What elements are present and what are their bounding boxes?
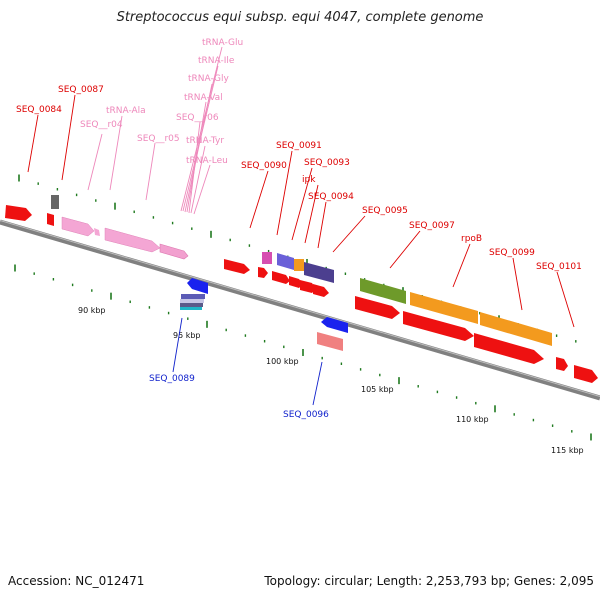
- gene-seq-0096[interactable]: [321, 317, 348, 333]
- gene-seq-0089-d[interactable]: [180, 307, 202, 310]
- gene-seq-0100-arrow[interactable]: [474, 333, 544, 364]
- map-title: Streptococcus equi subsp. equi 4047, com…: [116, 10, 484, 25]
- gene-seq-0094-arrow[interactable]: [289, 276, 303, 288]
- gene-seq-0096-arrow[interactable]: [313, 284, 329, 297]
- gene-trna-cluster-b[interactable]: [94, 228, 100, 236]
- gene-ipk[interactable]: [294, 259, 304, 271]
- gene-seq-0096-b[interactable]: [317, 332, 343, 351]
- accession-text: Accession: NC_012471: [8, 574, 145, 588]
- gene-seq-0087-arrow[interactable]: [47, 213, 54, 226]
- label-seq-0087[interactable]: SEQ_0087: [58, 85, 104, 95]
- gene-seq-0099[interactable]: [480, 312, 552, 346]
- label-ipk[interactable]: ipk: [302, 175, 316, 185]
- topology-text: Topology: circular; Length: 2,253,793 bp…: [264, 574, 594, 588]
- kbp-label-100: 100 kbp: [266, 357, 299, 366]
- genome-backbone: [0, 219, 600, 401]
- label-trna-glu[interactable]: tRNA-Glu: [202, 38, 243, 48]
- label-seq-0090[interactable]: SEQ_0090: [241, 161, 287, 171]
- gene-seq-0089-b[interactable]: [180, 299, 204, 303]
- label-seq-r05[interactable]: SEQ__r05: [137, 134, 180, 144]
- gene-seq-0095[interactable]: [360, 278, 406, 304]
- kbp-label-115: 115 kbp: [551, 446, 584, 455]
- label-rpob[interactable]: rpoB: [461, 234, 482, 244]
- label-seq-0095[interactable]: SEQ_0095: [362, 206, 408, 216]
- label-trna-ile[interactable]: tRNA-Ile: [198, 56, 235, 66]
- label-seq-r04[interactable]: SEQ__r04: [80, 120, 123, 130]
- gene-seq-0091-arrow[interactable]: [258, 267, 268, 278]
- genome-backbone-highlight: [0, 220, 600, 397]
- kbp-label-110: 110 kbp: [456, 415, 489, 424]
- label-trna-tyr[interactable]: tRNA-Tyr: [186, 136, 224, 146]
- gene-seq-0094[interactable]: [304, 262, 334, 283]
- gene-seq-0095-arrow[interactable]: [300, 280, 316, 293]
- gene-seq-0089-a[interactable]: [181, 294, 205, 299]
- gene-seq-0099-arrow[interactable]: [403, 311, 474, 341]
- label-trna-ala[interactable]: tRNA-Ala: [106, 106, 146, 116]
- label-seq-0084[interactable]: SEQ_0084: [16, 105, 62, 115]
- gene-rrna-operon[interactable]: [104, 227, 161, 253]
- gene-seq-0089[interactable]: [187, 278, 208, 294]
- gene-seq-0091[interactable]: [262, 252, 272, 264]
- label-seq-0093[interactable]: SEQ_0093: [304, 158, 350, 168]
- gene-seq-0084[interactable]: [5, 205, 32, 221]
- label-trna-leu[interactable]: tRNA-Leu: [186, 156, 228, 166]
- label-seq-r06[interactable]: SEQ__r06: [176, 113, 219, 123]
- kbp-label-90: 90 kbp: [78, 306, 106, 315]
- label-seq-0099[interactable]: SEQ_0099: [489, 248, 535, 258]
- feature-labels: SEQ_0084 SEQ_0087 tRNA-Glu tRNA-Ile tRNA…: [16, 38, 582, 420]
- label-trna-val[interactable]: tRNA-Val: [184, 93, 223, 103]
- label-seq-0096[interactable]: SEQ_0096: [283, 410, 329, 420]
- label-seq-0094[interactable]: SEQ_0094: [308, 192, 354, 202]
- gene-seq-0087[interactable]: [51, 195, 59, 209]
- label-seq-0089[interactable]: SEQ_0089: [149, 374, 195, 384]
- label-seq-0101[interactable]: SEQ_0101: [536, 262, 582, 272]
- label-seq-0091[interactable]: SEQ_0091: [276, 141, 322, 151]
- leader-lines: [27, 46, 575, 406]
- kbp-label-105: 105 kbp: [361, 385, 394, 394]
- gene-seq-0097[interactable]: [355, 296, 400, 319]
- gene-seq-0093[interactable]: [277, 253, 294, 270]
- gene-rpob[interactable]: [410, 292, 478, 324]
- gene-ipk-arrow[interactable]: [272, 271, 290, 284]
- kbp-label-95: 95 kbp: [173, 331, 201, 340]
- gene-trna-group[interactable]: [159, 243, 189, 260]
- gene-trna-cluster-a[interactable]: [61, 216, 95, 237]
- label-seq-0097[interactable]: SEQ_0097: [409, 221, 455, 231]
- label-trna-gly[interactable]: tRNA-Gly: [188, 74, 230, 84]
- gene-seq-0089-c[interactable]: [180, 303, 203, 307]
- gene-seq-0090[interactable]: [224, 259, 250, 274]
- gene-seq-0101-arrow[interactable]: [556, 357, 568, 371]
- gene-seq-0102-arrow[interactable]: [574, 365, 598, 383]
- inner-tick-track: [14, 264, 592, 441]
